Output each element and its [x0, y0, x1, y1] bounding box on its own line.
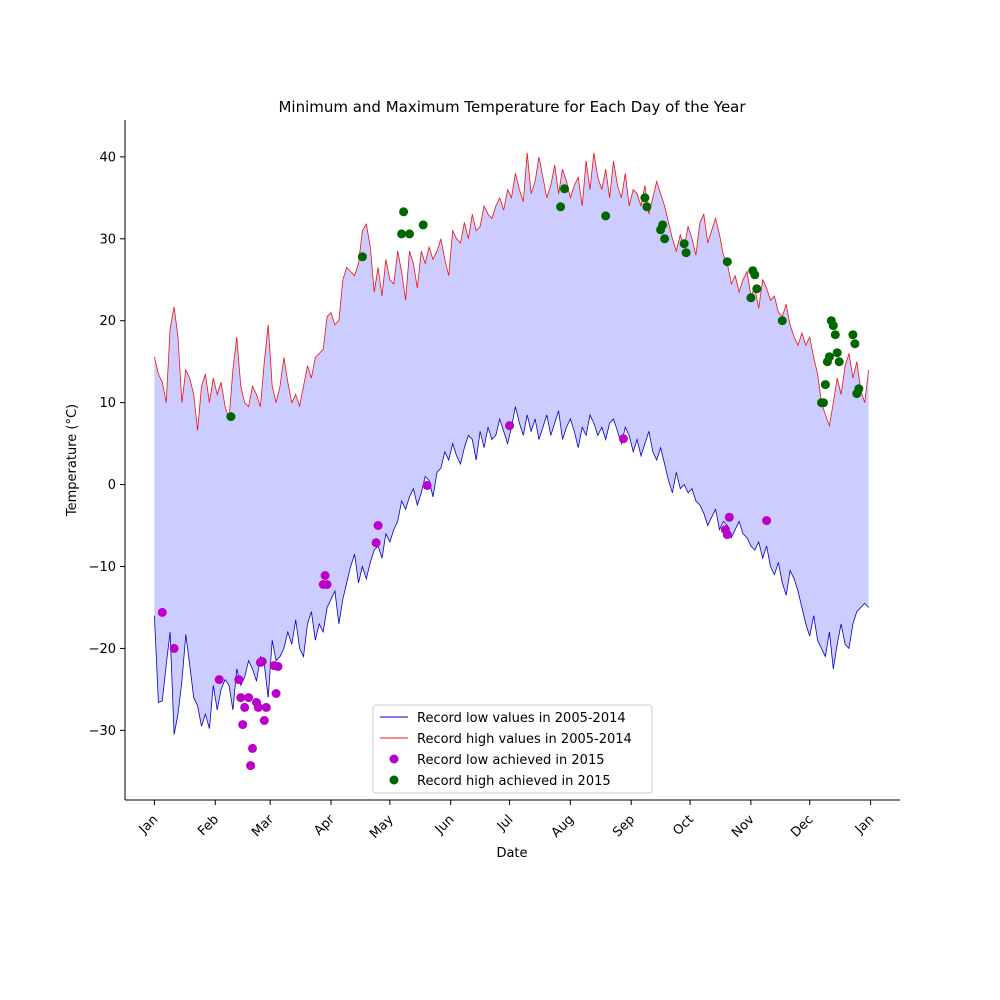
legend: Record low values in 2005-2014 Record hi… — [372, 704, 653, 794]
record-low-2015-point — [246, 761, 256, 771]
x-tick-label: Apr — [311, 812, 338, 839]
record-high-2015-point — [832, 348, 842, 358]
legend-label-record-low-2015: Record low achieved in 2015 — [417, 753, 604, 768]
y-tick-label: 40 — [99, 150, 116, 165]
y-tick-label: 10 — [99, 396, 116, 411]
legend-frame — [372, 704, 653, 794]
fill-between-area — [154, 152, 869, 735]
record-low-2015-point — [271, 689, 281, 698]
x-tick-label: Dec — [788, 812, 816, 840]
record-low-2015-point — [157, 607, 167, 617]
record-high-2015-point — [820, 380, 830, 390]
legend-swatch-record-low-2015 — [389, 754, 399, 764]
record-high-2015-point — [601, 211, 611, 221]
x-tick-label: May — [367, 812, 397, 842]
record-low-2015-point — [236, 693, 246, 703]
record-high-2015-point — [226, 412, 236, 422]
record-high-2015-point — [777, 316, 787, 326]
y-tick-label: 0 — [108, 478, 116, 493]
x-tick-label: Aug — [549, 812, 578, 841]
x-tick-label: Jan — [136, 812, 161, 837]
x-tick-label: Nov — [729, 812, 758, 841]
record-low-2015-point — [257, 657, 267, 666]
record-low-2015-point — [234, 675, 244, 685]
y-tick-label: 20 — [99, 314, 116, 329]
x-tick-label: Jun — [432, 812, 458, 838]
record-low-2015-point — [724, 512, 734, 522]
x-tick-label: Jul — [494, 812, 516, 834]
record-high-2015-point — [640, 193, 650, 203]
legend-swatch-record-high-2015 — [389, 775, 399, 785]
record-high-2015-point — [679, 239, 689, 249]
x-ticks: Jan Feb Mar Apr May Jun Jul Aug Sep Oct Nov Dec Jan — [136, 800, 877, 842]
plot-area — [154, 152, 869, 771]
record-low-2015-point — [422, 480, 432, 490]
series-line-record-high — [154, 152, 869, 431]
record-low-2015-point — [322, 580, 332, 589]
record-low-2015-point — [244, 693, 254, 703]
record-low-2015-point — [618, 434, 628, 444]
record-low-2015-point — [259, 716, 269, 725]
record-low-2015-point — [505, 421, 515, 431]
record-high-2015-point — [405, 229, 414, 239]
record-high-2015-point — [750, 270, 760, 280]
record-high-2015-point — [556, 202, 566, 212]
record-low-2015-point — [371, 538, 381, 548]
record-high-2015-point — [660, 234, 670, 244]
y-ticks: −30 −20 −10 0 10 20 30 40 — [89, 150, 125, 739]
x-axis-label: Date — [496, 846, 527, 861]
y-axis-label: Temperature (°C) — [65, 404, 80, 517]
record-high-2015-point — [560, 184, 569, 194]
record-high-2015-point — [418, 220, 428, 230]
legend-label-record-high-2015: Record high achieved in 2015 — [417, 774, 611, 789]
y-tick-label: −10 — [89, 560, 116, 575]
record-high-2015-point — [828, 321, 838, 331]
y-tick-label: −30 — [89, 724, 116, 739]
x-tick-label: Feb — [195, 812, 222, 839]
x-tick-label: Sep — [610, 812, 638, 840]
record-high-2015-point — [850, 339, 860, 349]
record-high-2015-point — [746, 293, 756, 303]
legend-label-record-high-line: Record high values in 2005-2014 — [417, 732, 632, 747]
chart-title: Minimum and Maximum Temperature for Each… — [278, 98, 746, 116]
record-low-2015-point — [248, 743, 257, 753]
record-high-2015-point — [642, 202, 652, 212]
record-low-2015-point — [253, 702, 263, 712]
record-low-2015-point — [240, 702, 250, 712]
record-low-2015-point — [762, 516, 772, 526]
record-low-2015-point — [214, 675, 224, 685]
record-high-2015-point — [752, 284, 762, 294]
record-high-2015-point — [819, 398, 828, 408]
record-high-2015-point — [854, 384, 864, 394]
record-low-2015-point — [320, 571, 330, 580]
record-high-2015-point — [722, 257, 732, 267]
y-tick-label: −20 — [89, 642, 116, 657]
record-low-2015-point — [169, 643, 179, 653]
record-high-2015-point — [834, 357, 844, 367]
y-tick-label: 30 — [99, 232, 116, 247]
legend-label-record-low-line: Record low values in 2005-2014 — [417, 711, 626, 726]
axes — [124, 120, 900, 801]
record-low-2015-point — [261, 702, 271, 712]
record-high-2015-point — [399, 207, 409, 217]
record-low-2015-point — [238, 720, 248, 730]
record-low-2015-point — [273, 662, 283, 671]
record-high-2015-point — [397, 229, 407, 239]
x-tick-label: Oct — [670, 812, 697, 839]
record-high-2015-point — [824, 352, 834, 362]
record-high-2015-point — [357, 252, 367, 262]
x-tick-label: Jan — [852, 812, 877, 837]
record-high-2015-point — [830, 330, 840, 340]
x-tick-label: Mar — [249, 812, 277, 840]
record-high-2015-point — [658, 220, 668, 230]
record-high-2015-point — [848, 330, 858, 340]
record-low-2015-point — [373, 521, 383, 530]
record-low-2015-point — [722, 530, 732, 540]
record-high-2015-point — [681, 248, 691, 258]
